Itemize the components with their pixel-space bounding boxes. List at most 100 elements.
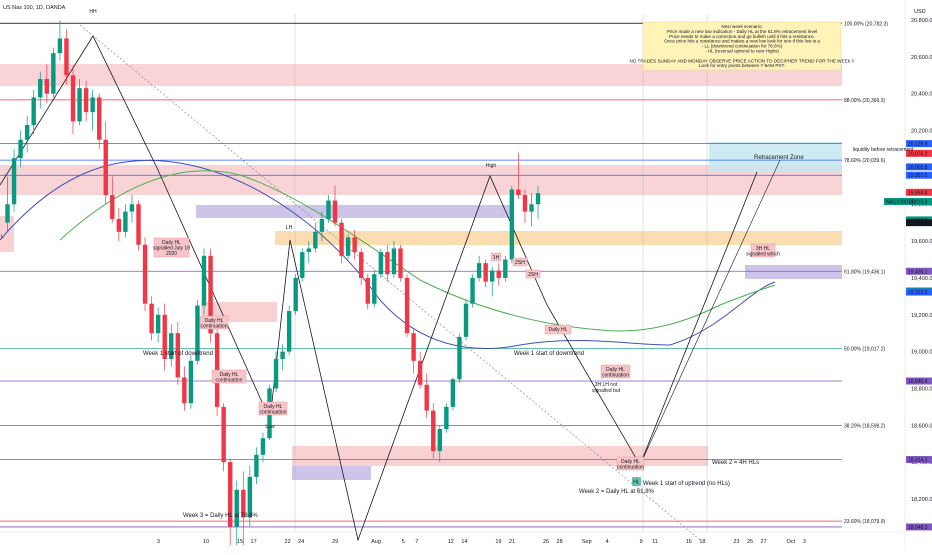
y-tick-6: 19,600.0 [911,239,932,245]
candle-body-64 [424,384,429,411]
x-tick-13: 21 [509,539,515,545]
tag-1h: 1H [490,252,502,262]
week1-downtrend-right: Week 1 start of downtrend [514,351,584,357]
candle-body-35 [234,489,239,527]
candle-body-43 [286,311,292,352]
candle-body-8 [57,38,63,54]
price-tag-11: 19,323.2 [908,290,928,296]
candle-body-15 [103,139,108,196]
candle-body-30 [201,255,207,306]
liquidity-label: liquidity before retracement [853,147,914,153]
candle-body-52 [345,237,351,256]
price-tag-13: 18,414.3 [908,458,928,464]
candle-body-74 [490,270,495,282]
price-tag-bg-1 [906,149,932,157]
lh-signal-1: 3H LH not [595,382,618,388]
candle-body-79 [522,195,528,212]
y-tick-2: 20,400.0 [911,92,932,98]
daily-hl-2-line-1: continuation [201,324,228,330]
hl-marker: HL [632,477,641,486]
hh-signal-box-box [750,243,776,258]
candle-body-4 [31,97,36,126]
candle-body-67 [444,406,449,429]
price-tag-bg-4 [906,188,932,196]
candle-body-42 [280,351,285,359]
y-tick-3: 20,200.0 [911,129,932,135]
price-tag-bg-11 [906,288,932,296]
candle-body-25 [169,333,174,359]
candle-body-20 [136,204,141,245]
candle-body-14 [97,97,102,140]
price-tag-bg-9 [906,267,932,275]
candle-body-77 [509,189,515,260]
daily-hl-7-box [616,456,645,471]
candle-body-28 [188,360,194,404]
x-tick-8: 5 [402,539,405,545]
tag-1h-box [490,252,502,262]
candle-body-16 [110,195,115,219]
x-tick-2: 15 [237,539,243,545]
candle-body-65 [431,410,436,452]
tag-2sh-b-line-0: 2SH [528,272,538,278]
left-zone [0,216,14,252]
price-tag-1: 20,076.2 [908,151,928,157]
note-line-4: - LL (downtrend continuation for 78.6%) [702,44,783,49]
price-tag-bg-0 [906,140,932,148]
hh-signal-box-line-0: 3H HL [756,246,770,252]
price-tag-bg-8 [906,219,932,227]
x-tick-9: 7 [415,539,418,545]
candle-body-18 [123,211,128,232]
y-tick-0: 20,800.0 [911,18,932,24]
tag-2sh-a: 2SH [512,257,528,267]
candle-body-36 [241,489,246,518]
daily-hl-2-line-0: Daily HL [205,318,224,324]
zigzag-trend [0,35,758,542]
daily-hl-3-box [211,369,247,384]
x-tick-17: 4 [606,539,609,545]
candle-body-11 [77,88,82,122]
note-line-1: Price made a new low indication - Daily … [667,29,817,34]
y-tick-1: 20,600.0 [911,55,932,61]
x-tick-23: 25 [747,539,753,545]
price-tag-3: 19,957.5 [908,173,928,179]
daily-hl-6-box [600,364,631,379]
week2-daily-label: Week 2 = Daily HL at 61.8% [579,489,655,495]
candle-body-12 [83,88,89,113]
candle-body-39 [260,438,266,455]
candle-body-17 [116,218,122,232]
candle-body-54 [359,252,364,278]
price-tag-12: 18,840.4 [908,379,928,385]
retracement-zone [709,142,842,172]
candle-body-21 [142,244,148,304]
candle-body-31 [208,255,213,334]
x-tick-10: 12 [448,539,454,545]
price-tag-bg-12 [906,377,932,385]
current-price-bg [884,197,906,205]
candle-body-46 [306,248,311,253]
fib-label-0: 100.00% (20,782.3) [844,21,888,27]
daily-hl-7-line-1: continuation [617,465,644,471]
x-tick-14: 26 [543,539,549,545]
candle-body-19 [129,204,135,212]
candle-body-57 [378,252,384,275]
daily-hl-5-line-0: Daily HL [549,327,568,333]
candle-body-61 [404,277,410,334]
daily-hl-5: Daily HL [544,324,572,335]
candle-body-70 [463,303,469,337]
candle-body-72 [476,263,482,278]
week1-downtrend-left: Week 1 start of downtrend [143,351,213,357]
tag-2sh-a-line-0: 2SH [515,260,525,266]
candle-body-48 [319,218,325,232]
retracement-zone-label: Retracement Zone [754,155,804,161]
note-line-8: Look for entry points between 7-8AM PST. [699,63,785,68]
note-line-5: - HL (reversal uptrend to new Highs) [705,49,779,54]
x-tick-5: 24 [298,539,304,545]
price-tag-bg-13 [906,456,932,464]
note-line-2: Price needs to make a correction and go … [669,34,815,39]
candle-body-7 [51,53,56,94]
candle-body-78 [516,189,521,196]
